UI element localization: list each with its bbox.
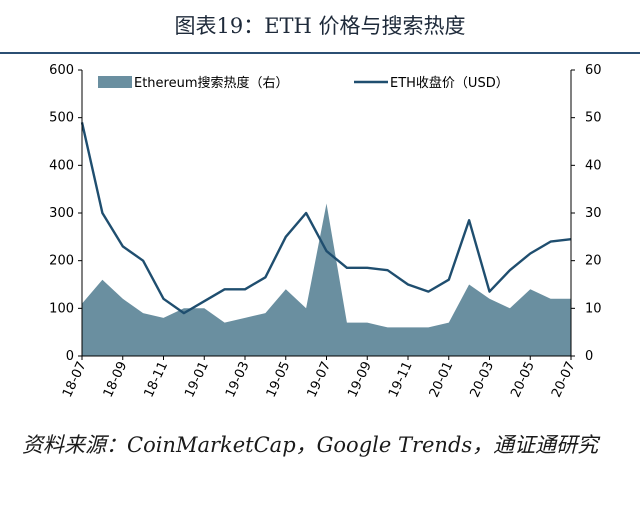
- plot-area: [80, 122, 572, 356]
- series-line-eth-close: [80, 122, 572, 315]
- legend-label-eth-close: ETH收盘价（USD）: [390, 75, 509, 91]
- source-note: 资料来源：CoinMarketCap，Google Trends，通证通研究: [22, 433, 599, 457]
- y-tick-label-right: 20: [585, 254, 602, 269]
- x-tick-label: 18-07: [60, 359, 90, 400]
- x-tick-label: 19-05: [264, 359, 294, 400]
- x-tick-label: 20-05: [508, 359, 538, 400]
- series-area-search-heat: [82, 203, 571, 356]
- legend-label-search-heat: Ethereum搜索热度（右）: [134, 75, 289, 91]
- y-tick-label-right: 0: [585, 349, 593, 364]
- y-tick-label-right: 50: [585, 111, 602, 126]
- x-tick-label: 19-01: [182, 359, 212, 400]
- y-tick-label-left: 300: [49, 206, 74, 221]
- title-divider: [0, 52, 640, 54]
- y-tick-label-left: 400: [49, 158, 74, 173]
- y-tick-label-left: 100: [49, 301, 74, 316]
- x-tick-label: 19-09: [345, 359, 375, 400]
- legend: Ethereum搜索热度（右） ETH收盘价（USD）: [98, 75, 509, 91]
- eth-price-search-chart: 0 100 200 300 400 500 600 0 10 20 30 40 50 60 18-07 18-…: [49, 63, 602, 400]
- y-tick-label-right: 40: [585, 158, 602, 173]
- y-tick-label-right: 10: [585, 301, 602, 316]
- x-tick-label: 18-09: [101, 359, 131, 400]
- y-tick-label-left: 0: [66, 349, 74, 364]
- x-tick-label: 19-03: [223, 359, 253, 400]
- chart-title: 图表19：ETH 价格与搜索热度: [174, 14, 466, 38]
- y-tick-label-right: 30: [585, 206, 602, 221]
- y-tick-label-left: 200: [49, 254, 74, 269]
- x-tick-label: 19-07: [305, 359, 335, 400]
- x-tick-label: 19-11: [386, 359, 416, 400]
- y-tick-label-left: 600: [49, 63, 74, 78]
- x-tick-label: 20-01: [427, 359, 457, 400]
- x-tick-label: 20-03: [468, 359, 498, 400]
- x-tick-label: 18-11: [142, 359, 172, 400]
- x-tick-label: 20-07: [549, 359, 579, 400]
- y-tick-label-right: 60: [585, 63, 602, 78]
- legend-swatch-search-heat: [98, 76, 132, 88]
- y-tick-label-left: 500: [49, 111, 74, 126]
